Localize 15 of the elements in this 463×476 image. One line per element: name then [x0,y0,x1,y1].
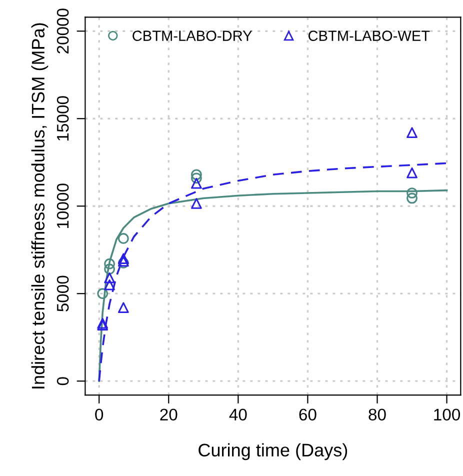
x-tick-label: 80 [368,408,386,421]
y-tick-label: 10000 [56,184,69,228]
y-tick-label: 0 [56,377,69,386]
x-tick-label: 0 [95,408,104,421]
legend-label: CBTM-LABO-DRY [132,30,252,41]
x-tick-label: 20 [160,408,178,421]
y-tick-label: 15000 [56,96,69,141]
y-tick-label: 20000 [56,8,69,54]
y-tick-label: 5000 [56,276,69,312]
x-axis-title: Curing time (Days) [198,443,348,460]
x-tick-label: 40 [229,408,247,421]
x-tick-label: 60 [299,408,316,421]
legend-label: CBTM-LABO-WET [308,30,430,41]
x-tick-label: 100 [434,408,460,421]
y-axis-title: Indirect tensile stiffness modulus, ITSM (MPa) [31,23,48,388]
